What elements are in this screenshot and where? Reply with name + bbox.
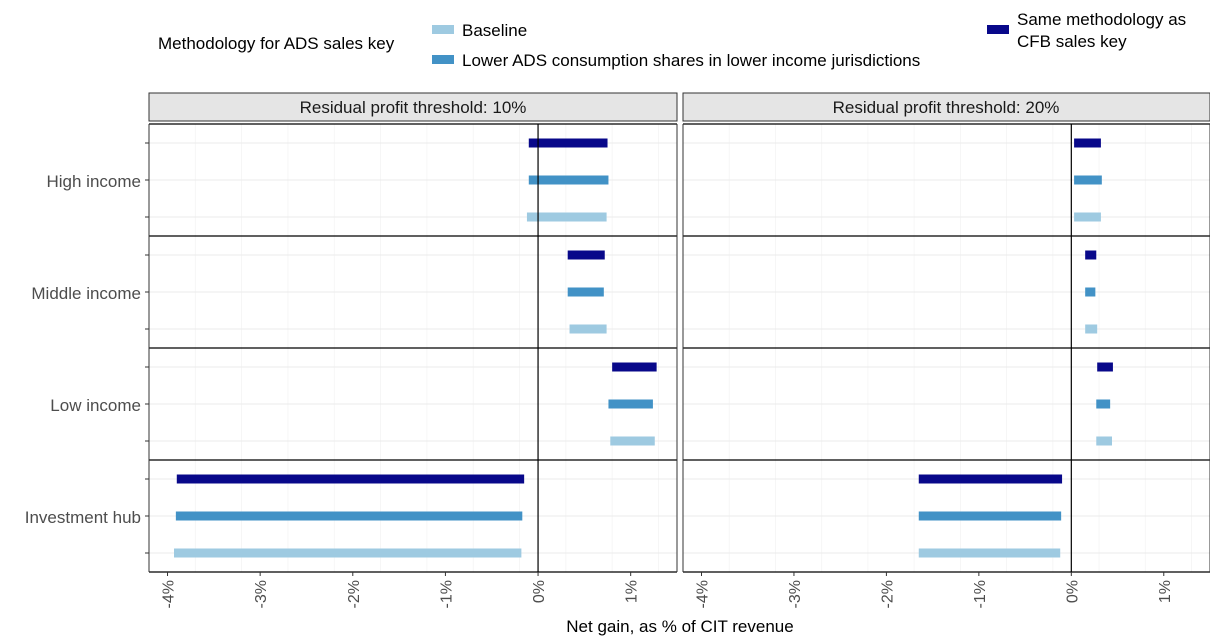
bars	[174, 138, 657, 558]
bar-high-income-lower	[1074, 175, 1102, 185]
x-tick-label: -1%	[972, 580, 989, 608]
bar-investment-hub-same	[918, 474, 1063, 484]
bar-low-income-same	[1097, 362, 1113, 372]
bar-middle-income-same	[567, 250, 605, 260]
strip-background	[682, 92, 1210, 122]
x-tick-label: 0%	[531, 580, 548, 603]
panel-frame	[148, 123, 678, 573]
x-tick-label: 1%	[624, 580, 641, 603]
bar-middle-income-lower	[567, 287, 604, 297]
strip-background	[148, 92, 678, 122]
bar-middle-income-baseline	[1085, 324, 1098, 334]
bar-low-income-baseline	[610, 436, 655, 446]
category-label-investment-hub: Investment hub	[25, 508, 141, 527]
bar-investment-hub-lower	[175, 511, 523, 521]
bar-low-income-lower	[1096, 399, 1111, 409]
bar-investment-hub-baseline	[918, 548, 1061, 558]
panel-frame	[682, 123, 1210, 573]
bar-high-income-lower	[528, 175, 609, 185]
legend-swatch-lower	[432, 55, 454, 64]
x-tick-label: -2%	[879, 580, 896, 608]
bar-low-income-same	[612, 362, 657, 372]
legend-swatch-baseline	[432, 25, 454, 34]
bar-middle-income-same	[1085, 250, 1097, 260]
x-tick-label: -4%	[161, 580, 178, 608]
bar-high-income-same	[528, 138, 608, 148]
bar-high-income-baseline	[526, 212, 607, 222]
x-tick-label: -3%	[787, 580, 804, 608]
bar-high-income-baseline	[1074, 212, 1101, 222]
y-axis: High income Middle income Low income Inv…	[25, 142, 149, 554]
bar-investment-hub-baseline	[174, 548, 522, 558]
x-tick-label: -3%	[253, 580, 270, 608]
bar-high-income-same	[1074, 138, 1101, 148]
strip-label: Residual profit threshold: 20%	[833, 98, 1060, 117]
legend-swatch-same	[987, 25, 1009, 34]
legend-label-lower: Lower ADS consumption shares in lower in…	[462, 51, 920, 70]
bar-low-income-baseline	[1096, 436, 1112, 446]
x-axis-title: Net gain, as % of CIT revenue	[566, 617, 793, 636]
legend: Methodology for ADS sales key Baseline L…	[158, 10, 1186, 70]
x-tick-label: 0%	[1064, 580, 1081, 603]
legend-label-same-line1: Same methodology as	[1017, 10, 1186, 29]
strip-label: Residual profit threshold: 10%	[300, 98, 527, 117]
category-label-middle-income: Middle income	[31, 284, 141, 303]
panel-threshold-10: Residual profit threshold: 10% -4% -3% -2%…	[148, 92, 678, 608]
x-tick-label: 1%	[1157, 580, 1174, 603]
bar-low-income-lower	[608, 399, 653, 409]
bar-middle-income-lower	[1085, 287, 1096, 297]
x-axis: -4% -3% -2% -1% 0% 1%	[161, 572, 641, 608]
bar-investment-hub-same	[176, 474, 525, 484]
category-label-low-income: Low income	[50, 396, 141, 415]
bar-investment-hub-lower	[918, 511, 1062, 521]
x-axis: -4% -3% -2% -1% 0% 1%	[694, 572, 1174, 608]
legend-title: Methodology for ADS sales key	[158, 34, 395, 53]
bars	[918, 138, 1113, 558]
x-tick-label: -4%	[694, 580, 711, 608]
category-label-high-income: High income	[47, 172, 142, 191]
x-tick-label: -2%	[346, 580, 363, 608]
bar-middle-income-baseline	[569, 324, 607, 334]
legend-label-baseline: Baseline	[462, 21, 527, 40]
legend-label-same-line2: CFB sales key	[1017, 32, 1127, 51]
x-tick-label: -1%	[438, 580, 455, 608]
panel-threshold-20: Residual profit threshold: 20% -4% -3% -2%…	[682, 92, 1210, 608]
